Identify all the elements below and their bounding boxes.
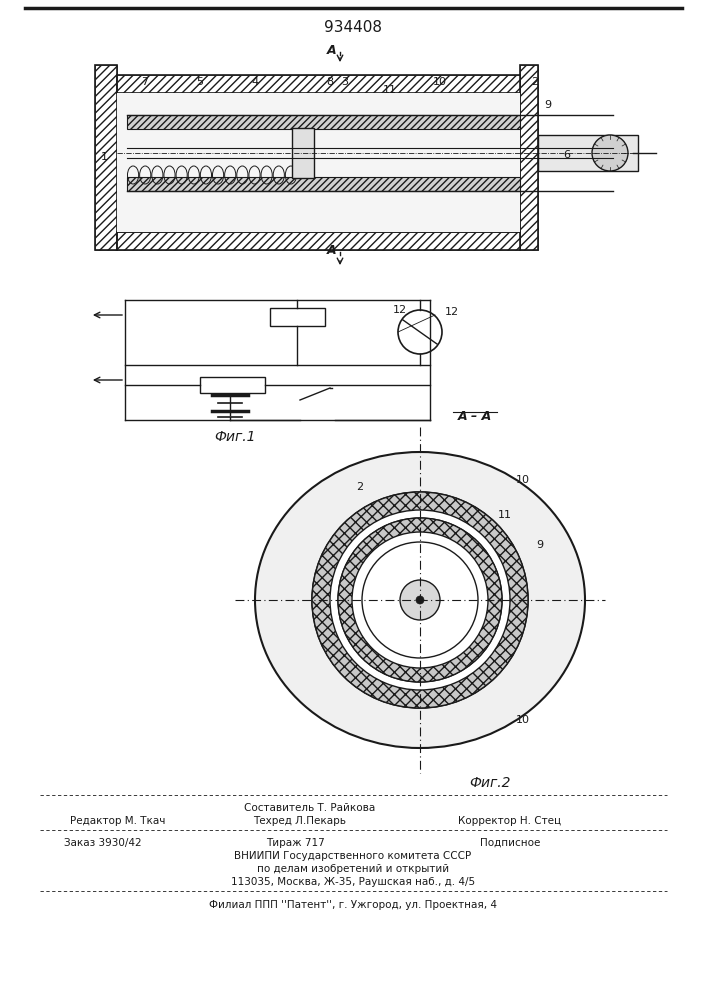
Circle shape <box>362 542 478 658</box>
Text: 6: 6 <box>563 150 571 160</box>
Text: 12: 12 <box>445 307 459 317</box>
Text: ВНИИПИ Государственного комитета СССР: ВНИИПИ Государственного комитета СССР <box>235 851 472 861</box>
Text: А: А <box>327 243 337 256</box>
Circle shape <box>398 310 442 354</box>
Text: Тираж 717: Тираж 717 <box>266 838 325 848</box>
Text: Составитель Т. Райкова: Составитель Т. Райкова <box>245 803 375 813</box>
Text: Фиг.1: Фиг.1 <box>214 430 256 444</box>
Circle shape <box>400 580 440 620</box>
Bar <box>95 65 117 250</box>
Text: 3: 3 <box>341 77 349 87</box>
Text: по делам изобретений и открытий: по делам изобретений и открытий <box>257 864 449 874</box>
Text: 10: 10 <box>516 715 530 725</box>
Text: Техред Л.Пекарь: Техред Л.Пекарь <box>254 816 346 826</box>
Bar <box>117 232 520 250</box>
Text: 12: 12 <box>393 305 407 315</box>
Text: Корректор Н. Стец: Корректор Н. Стец <box>458 816 561 826</box>
Text: 2: 2 <box>356 482 363 492</box>
Text: Филиал ППП ''Патент'', г. Ужгород, ул. Проектная, 4: Филиал ППП ''Патент'', г. Ужгород, ул. П… <box>209 900 497 910</box>
Bar <box>117 75 520 93</box>
Text: 113035, Москва, Ж-35, Раушская наб., д. 4/5: 113035, Москва, Ж-35, Раушская наб., д. … <box>231 877 475 887</box>
Text: 10: 10 <box>433 77 447 87</box>
Text: Фиг.2: Фиг.2 <box>469 776 510 790</box>
Bar <box>117 75 520 93</box>
Text: 8: 8 <box>327 77 334 87</box>
Circle shape <box>312 492 528 708</box>
Text: 2: 2 <box>532 77 539 87</box>
Text: 9: 9 <box>544 100 551 110</box>
Text: 11: 11 <box>383 85 397 95</box>
Text: 7: 7 <box>141 77 148 87</box>
Circle shape <box>592 135 628 171</box>
Bar <box>292 128 314 178</box>
Bar <box>127 177 520 191</box>
Ellipse shape <box>255 452 585 748</box>
Text: Заказ 3930/42: Заказ 3930/42 <box>64 838 142 848</box>
Text: 934408: 934408 <box>324 20 382 35</box>
Text: Редактор М. Ткач: Редактор М. Ткач <box>70 816 165 826</box>
Bar <box>520 65 538 250</box>
Text: А – А: А – А <box>458 410 492 424</box>
Bar <box>538 135 638 171</box>
Text: 1: 1 <box>100 152 107 162</box>
Bar <box>127 115 520 129</box>
Text: А: А <box>327 43 337 56</box>
Bar <box>117 93 520 232</box>
Circle shape <box>338 518 502 682</box>
Circle shape <box>416 596 424 604</box>
Bar <box>520 65 538 250</box>
Text: 5: 5 <box>197 77 204 87</box>
Text: 11: 11 <box>498 510 512 520</box>
Text: 4: 4 <box>252 77 259 87</box>
Text: 10: 10 <box>516 475 530 485</box>
Bar <box>200 377 265 393</box>
Bar <box>270 308 325 326</box>
Text: Подписное: Подписное <box>480 838 540 848</box>
Bar <box>117 232 520 250</box>
Text: 9: 9 <box>537 540 544 550</box>
Bar <box>95 65 117 250</box>
